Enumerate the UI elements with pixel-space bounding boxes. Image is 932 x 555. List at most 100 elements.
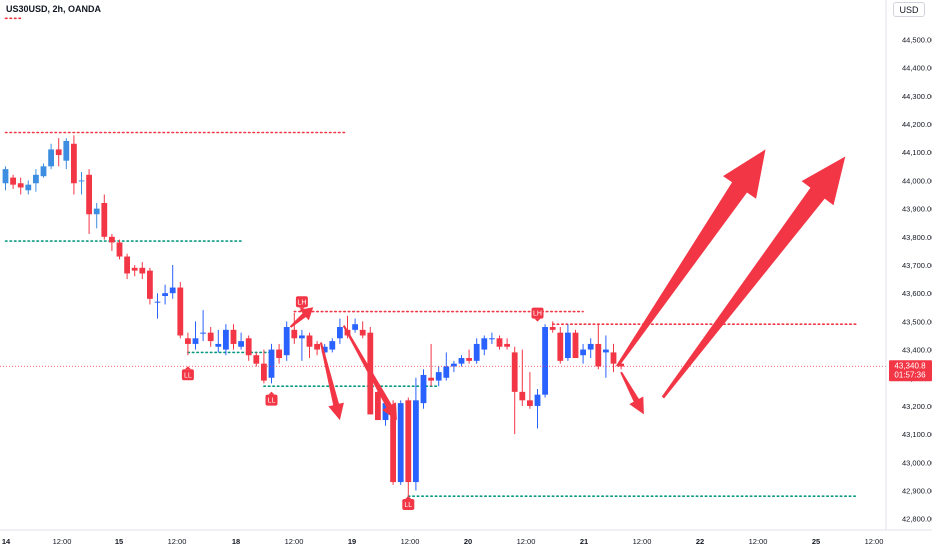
swing-label-text: LL <box>404 502 412 509</box>
candle-body <box>116 242 123 257</box>
candle-body <box>527 400 533 406</box>
candle-body <box>124 256 130 274</box>
time-tick-label: 14 <box>2 537 11 546</box>
candle-body <box>238 341 244 347</box>
candle-body <box>86 174 92 215</box>
price-axis[interactable]: 44,500.00 44,400.00 44,300.00 44,200.00 44,1… <box>885 0 932 530</box>
candle-body <box>542 327 548 395</box>
candle-body <box>390 408 396 483</box>
price-tick-label: 43,500.00 <box>902 317 932 326</box>
candle-body <box>451 363 457 367</box>
candle-body <box>207 332 214 342</box>
candle-body <box>162 293 168 297</box>
candle-body <box>603 349 609 353</box>
currency-button[interactable]: USD <box>893 2 925 17</box>
candle-body <box>101 202 108 237</box>
candle-body <box>154 301 161 303</box>
candle-body <box>565 332 571 359</box>
time-tick-label: 12:00 <box>401 537 420 546</box>
candle-body <box>481 338 488 350</box>
time-tick-label: 18 <box>232 537 240 546</box>
candle-body <box>397 403 404 483</box>
candle-body <box>458 358 465 364</box>
candle-body <box>618 363 624 367</box>
time-tick-label: 12:00 <box>168 537 187 546</box>
big-arrow-annotation <box>616 149 766 368</box>
candle-body <box>268 349 275 378</box>
time-tick-label: 12:00 <box>53 537 72 546</box>
arrow-annotation <box>342 325 397 421</box>
swing-labels: LL LL LH LL LH <box>181 296 544 510</box>
candle-body <box>261 363 267 381</box>
candle-body <box>71 143 77 184</box>
candle-body <box>420 374 427 404</box>
price-tick-label: 44,200.00 <box>902 120 932 129</box>
candle-body <box>169 287 176 294</box>
candle-body <box>33 174 39 184</box>
candle-body <box>352 324 358 330</box>
time-tick-label: 19 <box>348 537 356 546</box>
candle-body <box>40 166 47 177</box>
candle-body <box>413 400 419 483</box>
price-tick-label: 44,300.00 <box>902 92 932 101</box>
time-tick-label: 12:00 <box>865 537 884 546</box>
candle-body <box>230 329 237 344</box>
candle-body <box>185 338 191 344</box>
swing-label-text: LL <box>184 372 192 379</box>
time-tick-label: 12:00 <box>633 537 652 546</box>
candle-body <box>139 267 146 274</box>
swing-label-box <box>402 498 415 510</box>
price-tick-label: 43,400.00 <box>902 346 932 355</box>
candle-body <box>443 366 450 378</box>
price-tick-label: 43,900.00 <box>902 205 932 214</box>
swing-label: LH <box>531 307 544 322</box>
swing-label-pointer <box>405 495 412 499</box>
candle-body <box>359 329 366 336</box>
candle-body <box>253 355 260 364</box>
candle-body <box>504 343 510 347</box>
price-tick-label: 43,200.00 <box>902 402 932 411</box>
symbol-title[interactable]: US30USD, 2h, OANDA <box>6 4 102 14</box>
swing-label-text: LL <box>268 398 276 405</box>
candle-body <box>329 341 336 350</box>
swing-label-pointer <box>298 307 305 311</box>
candle-body <box>10 177 16 185</box>
swing-label-pointer <box>268 391 275 395</box>
candle-body <box>78 180 85 182</box>
candle-body <box>314 343 320 350</box>
arrow-annotation <box>620 371 644 415</box>
small-arrow-annotation <box>289 307 314 328</box>
price-tick-label: 42,800.00 <box>902 515 932 524</box>
candle-body <box>63 140 70 161</box>
candle-body <box>245 338 252 356</box>
time-tick-label: 12:00 <box>749 537 768 546</box>
candle-body <box>2 169 9 184</box>
candle-body <box>55 149 62 156</box>
candle-body <box>93 208 100 215</box>
candle-body <box>466 358 472 361</box>
candle-body <box>375 391 381 421</box>
price-tick-label: 43,800.00 <box>902 233 932 242</box>
candle-body <box>147 270 153 299</box>
price-tick-label: 44,400.00 <box>902 64 932 73</box>
candle-body <box>534 394 541 406</box>
swing-label: LL <box>265 391 278 406</box>
price-tick-label: 43,100.00 <box>902 430 932 439</box>
time-axis[interactable]: 14 12:00 15 12:00 18 12:00 19 12:00 20 12:00 21 12:… <box>0 529 932 546</box>
time-tick-label: 20 <box>464 537 472 546</box>
candle-body <box>496 338 503 347</box>
time-tick-label: 22 <box>696 537 704 546</box>
swing-label: LH <box>295 296 308 311</box>
swing-label-box <box>265 394 278 406</box>
candle-body <box>572 332 579 359</box>
swing-label-pointer <box>184 366 191 370</box>
price-tick-label: 43,600.00 <box>902 289 932 298</box>
arrow-annotations <box>289 149 846 421</box>
candle-body <box>200 332 206 334</box>
candle-body <box>177 287 184 336</box>
candle-body <box>511 352 518 392</box>
candle-body <box>109 236 115 243</box>
candle-body <box>192 338 199 344</box>
